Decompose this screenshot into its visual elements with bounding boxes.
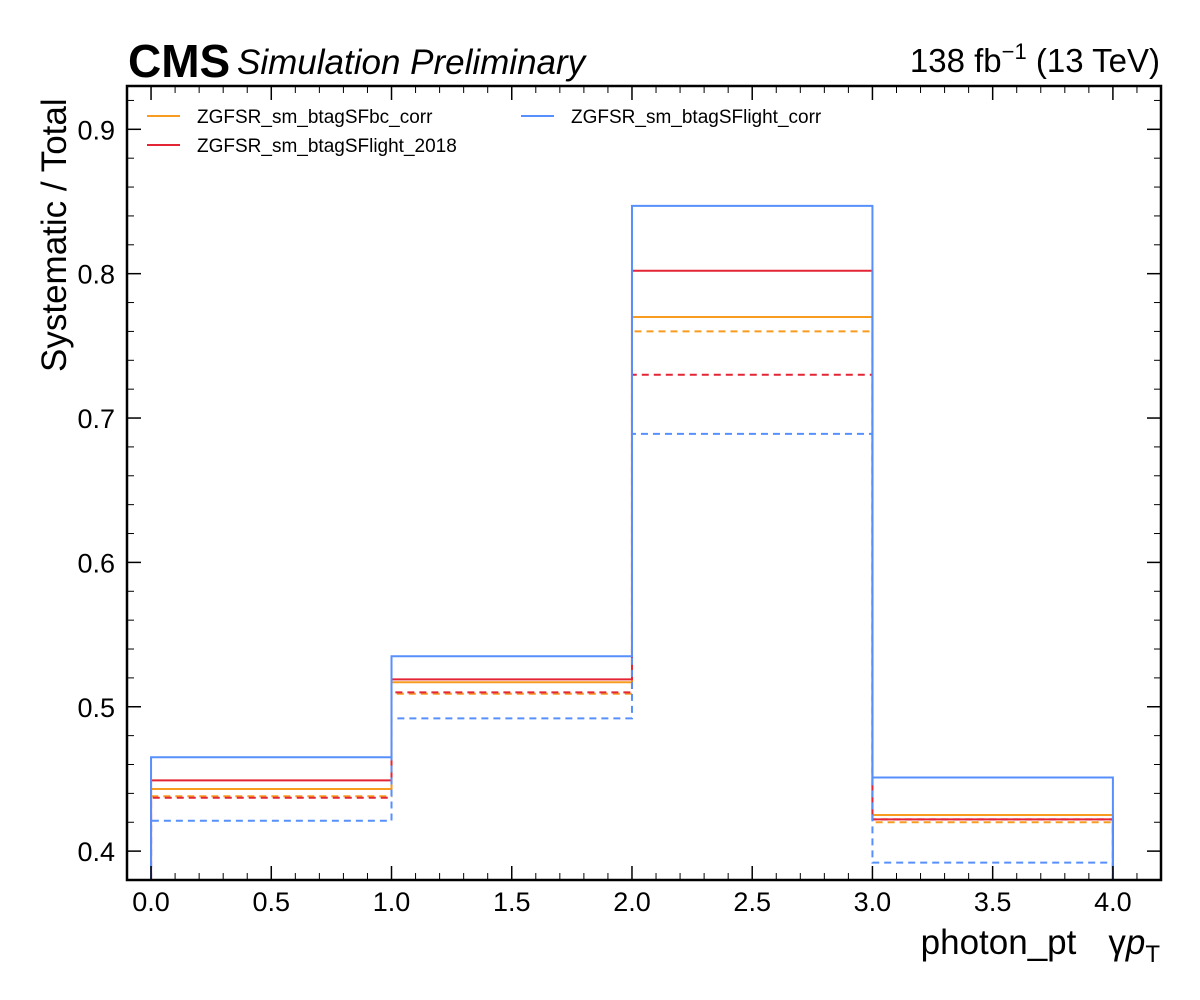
y-tick-label: 0.5 bbox=[77, 693, 115, 723]
x-tick-label: 0.0 bbox=[132, 887, 170, 917]
y-tick-label: 0.7 bbox=[77, 404, 115, 434]
series-2-up-line bbox=[150, 204, 1114, 880]
legend: ZGFSR_sm_btagSFbc_corr ZGFSR_sm_btagSFlig… bbox=[147, 107, 822, 157]
series-2-down-line bbox=[150, 432, 1114, 880]
series-1-down-line bbox=[150, 373, 1114, 880]
x-axis-label-symbol: γ bbox=[1108, 923, 1126, 962]
x-axis-label-sub: T bbox=[1145, 941, 1160, 968]
y-axis-label: Systematic / Total bbox=[35, 98, 74, 372]
x-axis-label: photon_pt γpT bbox=[921, 923, 1161, 968]
lumi-exponent: −1 bbox=[1002, 39, 1027, 64]
series-lines bbox=[150, 204, 1114, 880]
x-tick-label: 4.0 bbox=[1094, 887, 1132, 917]
plot-frame bbox=[125, 84, 1163, 882]
x-tick-label: 3.5 bbox=[974, 887, 1012, 917]
plot-area: 0.0 0.5 1.0 1.5 2.0 2.5 3.0 3.5 4.0 0.4 0.5 0.6 0.7 0… bbox=[77, 84, 1163, 917]
cms-label: CMS bbox=[128, 35, 230, 87]
axis-ticks: 0.0 0.5 1.0 1.5 2.0 2.5 3.0 3.5 4.0 0.4 0.5 0.6 0.7 0… bbox=[77, 86, 1162, 917]
x-tick-label: 1.0 bbox=[373, 887, 411, 917]
x-tick-label: 2.5 bbox=[733, 887, 771, 917]
x-tick-label: 0.5 bbox=[253, 887, 291, 917]
y-tick-label: 0.4 bbox=[77, 837, 115, 867]
x-tick-label: 2.0 bbox=[613, 887, 651, 917]
lumi-value: 138 fb bbox=[910, 42, 1002, 79]
x-axis-label-text: photon_pt bbox=[921, 923, 1077, 962]
x-axis-label-var: p bbox=[1125, 923, 1145, 962]
status-label: Simulation Preliminary bbox=[237, 43, 588, 82]
legend-label-2: ZGFSR_sm_btagSFlight_corr bbox=[571, 107, 822, 128]
y-tick-label: 0.9 bbox=[77, 115, 115, 145]
y-tick-label: 0.6 bbox=[77, 548, 115, 578]
x-tick-label: 1.5 bbox=[493, 887, 531, 917]
energy-label: (13 TeV) bbox=[1027, 42, 1160, 79]
lumi-label: 138 fb−1 (13 TeV) bbox=[910, 39, 1160, 79]
legend-label-1: ZGFSR_sm_btagSFlight_2018 bbox=[197, 136, 457, 157]
x-tick-label: 3.0 bbox=[854, 887, 892, 917]
y-tick-label: 0.8 bbox=[77, 260, 115, 290]
legend-label-0: ZGFSR_sm_btagSFbc_corr bbox=[197, 107, 433, 128]
